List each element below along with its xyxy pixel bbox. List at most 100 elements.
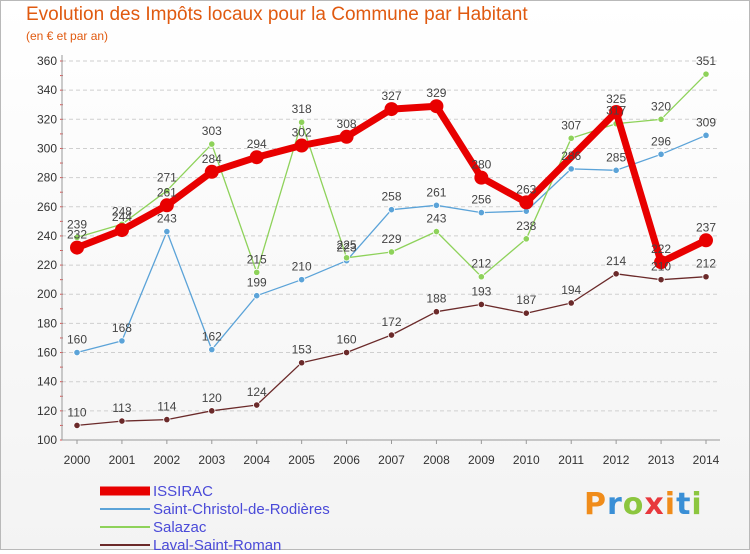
chart-data-labels: 110 113 114 120 124 153 160 172 188 193 187 194 214 2… [67,54,716,419]
data-label-issirac: 327 [381,89,401,103]
data-label-salazac: 248 [112,204,132,218]
data-point-salazac [432,227,441,236]
data-label-laval-saint-roman: 172 [381,315,401,329]
chart-title: Evolution des Impôts locaux pour la Comm… [26,4,528,25]
data-label-saint-christol-de-rodieres: 258 [381,190,401,204]
data-label-salazac: 351 [696,54,716,68]
data-point-saint-christol-de-rodieres [253,292,261,300]
data-label-issirac: 237 [696,220,716,234]
x-tick-label: 2013 [648,453,675,467]
data-point-laval-saint-roman [298,359,306,367]
data-label-issirac: 232 [67,228,87,242]
y-tick-label: 220 [37,258,57,272]
data-label-salazac: 271 [157,171,177,185]
data-label-laval-saint-roman: 212 [696,257,716,271]
data-label-laval-saint-roman: 210 [651,260,671,274]
data-label-saint-christol-de-rodieres: 199 [247,276,267,290]
data-label-saint-christol-de-rodieres: 160 [67,333,87,347]
data-point-issirac [519,195,534,210]
data-label-salazac: 320 [651,99,671,113]
logo-letter: o [622,487,645,522]
data-label-saint-christol-de-rodieres: 256 [471,193,491,207]
logo-letter: P [584,487,607,522]
y-tick-label: 240 [37,229,57,243]
chart-subtitle: (en € et par an) [26,29,109,43]
x-tick-label: 2006 [333,453,360,467]
data-label-laval-saint-roman: 160 [337,333,357,347]
data-point-issirac [429,99,444,114]
data-point-saint-christol-de-rodieres [432,201,441,209]
proxiti-logo: Proxiti [584,487,703,522]
series-line-issirac [73,102,710,266]
data-point-laval-saint-roman [208,407,216,415]
data-label-issirac: 280 [471,158,491,172]
logo-letter: i [664,487,677,522]
chart-series [70,70,713,430]
data-point-saint-christol-de-rodieres [298,276,306,284]
data-point-issirac [114,223,129,238]
data-label-issirac: 284 [202,152,222,166]
data-label-salazac: 239 [67,217,87,231]
data-label-laval-saint-roman: 110 [67,405,86,419]
logo-letter: x [644,487,665,522]
data-point-laval-saint-roman [612,270,620,278]
x-tick-label: 2002 [154,453,181,467]
data-label-issirac: 263 [516,182,536,196]
y-tick-label: 320 [37,112,57,126]
x-tick-label: 2003 [198,453,225,467]
legend-label: Laval-Saint-Roman [153,536,282,554]
data-point-salazac [477,273,485,281]
data-point-issirac [204,164,219,179]
legend-label: Saint-Christol-de-Rodières [153,500,330,518]
data-label-salazac: 307 [561,118,581,132]
y-tick-label: 120 [37,404,57,418]
y-tick-label: 260 [37,200,57,214]
data-point-saint-christol-de-rodieres [477,209,485,217]
data-point-saint-christol-de-rodieres [657,150,665,158]
data-point-issirac [699,233,713,248]
data-label-laval-saint-roman: 124 [247,385,267,399]
data-label-saint-christol-de-rodieres: 285 [606,150,626,164]
data-point-laval-saint-roman [387,331,396,339]
data-point-laval-saint-roman [522,309,530,317]
data-label-issirac: 244 [112,210,132,224]
data-label-salazac: 318 [292,102,312,116]
data-point-issirac [474,170,489,185]
data-point-issirac [249,150,264,165]
data-label-salazac: 225 [337,238,357,252]
data-point-issirac [159,198,174,213]
logo-letter: r [607,487,623,522]
data-label-laval-saint-roman: 153 [292,343,312,357]
data-point-issirac [339,129,354,144]
data-label-salazac: 229 [381,232,401,246]
x-tick-label: 2005 [288,453,315,467]
data-point-salazac [163,187,171,195]
data-label-saint-christol-de-rodieres: 261 [426,185,446,199]
x-tick-label: 2011 [558,453,584,467]
logo-letter: i [691,487,703,522]
data-point-salazac [208,140,216,148]
data-point-issirac [609,105,624,120]
legend-swatch-saint-christol [100,508,150,510]
data-label-laval-saint-roman: 114 [157,400,176,414]
data-label-salazac: 317 [606,104,626,118]
y-tick-label: 160 [37,346,57,360]
legend-label: ISSIRAC [153,482,214,500]
data-label-issirac: 294 [247,137,267,151]
logo-letter: t [676,487,692,522]
data-point-saint-christol-de-rodieres [118,337,126,345]
data-point-laval-saint-roman [253,401,261,409]
data-label-saint-christol-de-rodieres: 296 [651,134,671,148]
data-point-issirac [294,138,309,153]
y-tick-label: 340 [37,83,57,97]
legend-swatch-issirac [100,486,150,496]
data-point-issirac [70,240,84,255]
data-point-saint-christol-de-rodieres [567,165,575,173]
data-point-saint-christol-de-rodieres [163,227,171,236]
y-tick-label: 100 [37,433,57,447]
legend-label: Salazac [153,518,207,536]
data-point-laval-saint-roman [163,415,171,424]
data-point-salazac [567,134,575,142]
x-tick-label: 2014 [693,453,720,467]
data-label-laval-saint-roman: 194 [561,283,581,297]
